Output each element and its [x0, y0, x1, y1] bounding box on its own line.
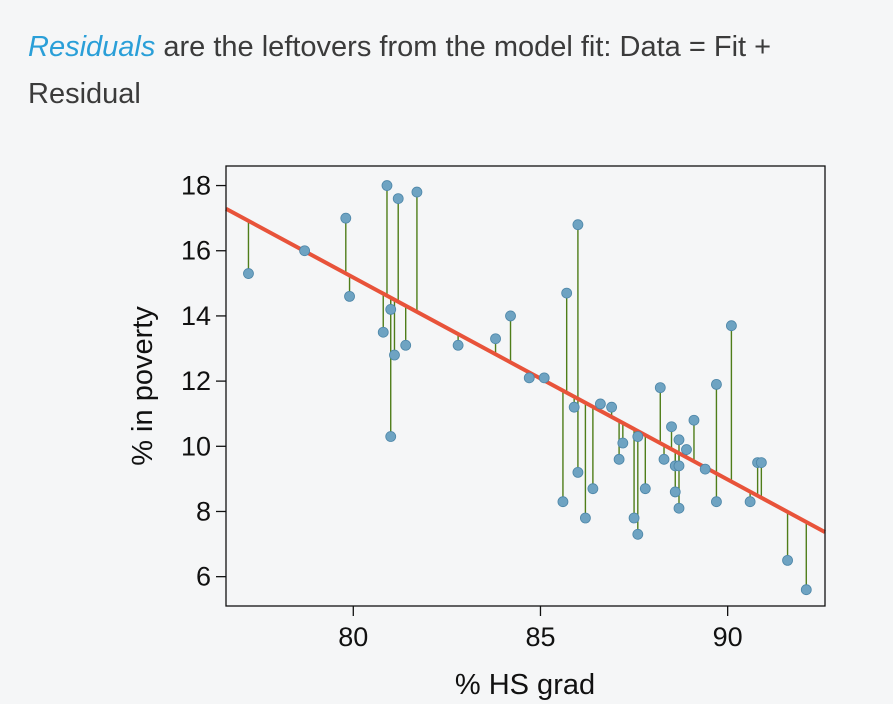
data-point — [632, 528, 644, 540]
data-point — [658, 453, 670, 465]
data-point — [580, 512, 591, 524]
data-point — [568, 401, 580, 413]
data-points — [243, 180, 812, 596]
data-point — [639, 483, 651, 495]
data-point — [594, 398, 606, 410]
data-point — [606, 401, 618, 413]
y-tick-label: 12 — [181, 366, 211, 396]
data-point — [782, 554, 793, 566]
y-tick-label: 16 — [181, 236, 211, 266]
x-tick-label: 90 — [713, 622, 743, 652]
data-point — [669, 486, 681, 498]
y-tick-label: 8 — [196, 496, 211, 526]
plot-frame — [225, 165, 826, 607]
data-point — [632, 431, 644, 442]
data-point — [385, 431, 397, 442]
data-point — [628, 512, 640, 524]
data-point — [452, 339, 464, 351]
y-tick-label: 18 — [181, 171, 211, 201]
data-point — [726, 320, 737, 332]
x-tick-label: 85 — [525, 622, 555, 652]
data-point — [377, 326, 389, 338]
x-axis-title: % HS grad — [455, 669, 595, 701]
y-tick-label: 14 — [181, 301, 211, 331]
y-tick-label: 6 — [196, 562, 211, 592]
data-point — [587, 483, 599, 495]
data-point — [654, 382, 666, 394]
x-tick-label: 80 — [338, 622, 368, 652]
data-point — [344, 290, 355, 302]
data-point — [505, 310, 516, 322]
data-point — [572, 219, 584, 231]
data-point — [681, 444, 692, 455]
heading-text: are the leftovers from the model fit: Da… — [28, 31, 772, 110]
data-point — [557, 496, 569, 508]
data-point — [711, 496, 722, 508]
data-point — [711, 378, 722, 390]
data-point — [755, 457, 767, 468]
data-point — [385, 304, 397, 315]
x-axis: 80 85 90 — [338, 606, 743, 652]
data-point — [744, 496, 756, 508]
y-axis: 6 8 10 12 14 16 18 — [181, 171, 226, 592]
data-point — [699, 463, 711, 475]
data-point — [389, 349, 400, 361]
slide-heading: Residuals are the leftovers from the mod… — [28, 24, 868, 118]
y-tick-label: 10 — [181, 431, 211, 461]
data-point — [800, 584, 812, 596]
fit-line — [225, 207, 826, 534]
data-point — [688, 414, 700, 426]
residual-lines — [247, 185, 807, 590]
fit-line-group — [225, 207, 826, 534]
data-point — [673, 434, 685, 446]
data-point — [523, 372, 535, 384]
data-point — [340, 212, 352, 224]
data-point — [299, 245, 311, 257]
data-point — [490, 333, 501, 345]
data-point — [561, 287, 573, 299]
residuals-term: Residuals — [28, 31, 156, 63]
data-point — [400, 339, 412, 351]
data-point — [243, 268, 254, 279]
data-point — [381, 180, 393, 191]
data-point — [617, 437, 629, 449]
data-point — [392, 193, 404, 204]
data-point — [673, 460, 685, 472]
data-point — [411, 186, 423, 198]
data-point — [666, 421, 677, 433]
data-point — [572, 466, 584, 478]
data-point — [613, 453, 625, 465]
y-axis-title: % in poverty — [127, 306, 159, 466]
data-point — [673, 502, 685, 514]
data-point — [538, 372, 550, 384]
